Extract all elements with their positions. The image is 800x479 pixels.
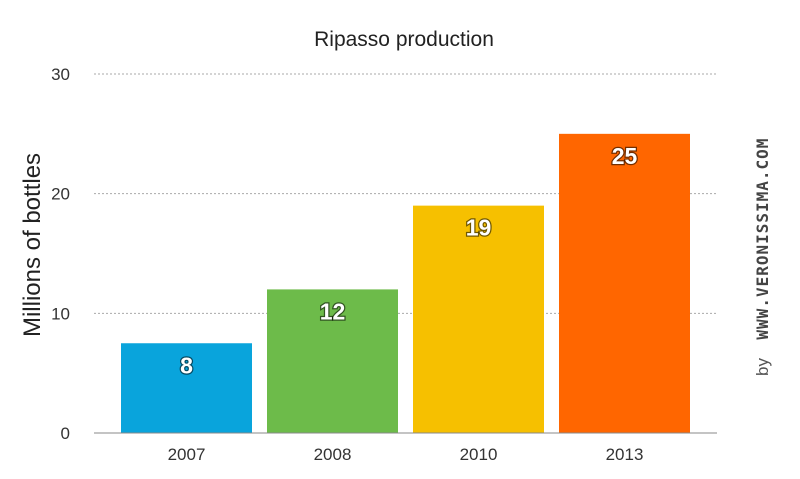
data-labels: 8 12 19 25 (179, 142, 639, 380)
watermark-by: by (753, 358, 772, 376)
y-tick-label: 30 (51, 65, 70, 84)
data-label: 12 (320, 298, 346, 324)
y-tick-label: 20 (51, 185, 70, 204)
data-label: 25 (612, 143, 638, 169)
x-tick-label: 2013 (606, 445, 644, 464)
data-label: 19 (466, 215, 492, 241)
bars (121, 133, 690, 434)
x-tick-label: 2010 (460, 445, 498, 464)
bar-2008 (267, 289, 398, 433)
x-tick-label: 2008 (314, 445, 352, 464)
y-axis-label: Millions of bottles (19, 153, 46, 337)
data-label: 8 (180, 352, 193, 378)
watermark-site: WWW.VERONISSIMA.COM (753, 137, 772, 340)
bar-2013 (559, 133, 690, 434)
bar-2007 (121, 343, 252, 433)
x-ticks: 2007 2008 2010 2013 (168, 445, 644, 464)
bar-2010 (413, 205, 544, 433)
y-tick-label: 10 (51, 304, 70, 323)
y-tick-label: 0 (61, 424, 70, 443)
chart-title: Ripasso production (314, 28, 494, 51)
y-ticks: 0 10 20 30 (51, 65, 70, 443)
x-tick-label: 2007 (168, 445, 206, 464)
